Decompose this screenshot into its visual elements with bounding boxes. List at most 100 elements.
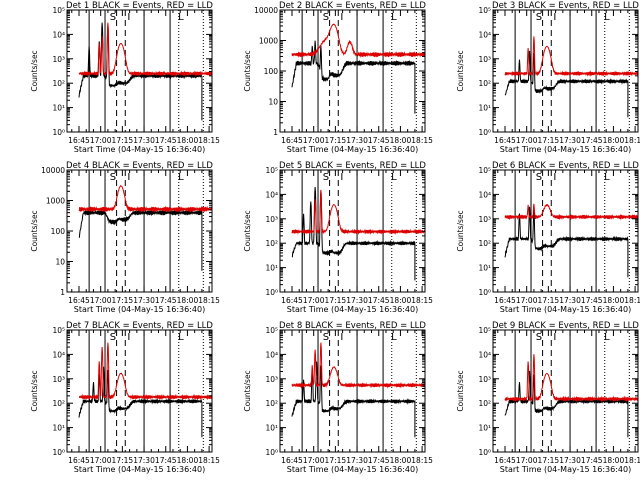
y-tick-label: 10³ [478, 375, 491, 384]
y-tick-label: 1000 [46, 197, 65, 206]
region-label: S [323, 332, 329, 343]
x-tick-label: 17:15 [325, 456, 347, 465]
region-label: L [604, 12, 610, 23]
x-tick-label: 18:00 [177, 456, 199, 465]
region-label: S [536, 332, 542, 343]
x-tick-label: 17:15 [112, 136, 134, 145]
plot-frame [66, 9, 213, 133]
y-tick-label: 10¹ [52, 104, 65, 113]
x-axis-label: Start Time (04-May-15 16:36:40) [500, 465, 631, 474]
y-tick-label: 10⁵ [265, 166, 278, 175]
events-series-line [78, 366, 203, 438]
region-label: S [536, 172, 542, 183]
y-tick-label: 10⁰ [478, 448, 491, 457]
x-tick-label: 17:30 [133, 296, 155, 305]
x-axis-label: Start Time (04-May-15 16:36:40) [74, 145, 205, 154]
x-tick-label: 17:30 [133, 136, 155, 145]
y-tick-label: 10⁴ [478, 30, 491, 39]
events-series-line [504, 370, 629, 438]
y-tick-label: 10¹ [478, 424, 491, 433]
y-tick-label: 10³ [478, 55, 491, 64]
x-tick-label: 18:00 [390, 456, 412, 465]
x-tick-label: 18:15 [411, 456, 433, 465]
x-tick-label: 17:45 [581, 456, 603, 465]
x-tick-label: 17:15 [538, 136, 560, 145]
x-tick-label: 18:15 [624, 136, 640, 145]
x-tick-label: 17:30 [559, 136, 581, 145]
events-series-line [291, 186, 416, 281]
x-tick-label: 17:00 [516, 296, 538, 305]
x-tick-label: 17:30 [346, 456, 368, 465]
region-label: I [553, 332, 556, 343]
panel-title: Det 2 BLACK = Events, RED = LLD [279, 1, 426, 11]
y-tick-label: 10⁰ [265, 448, 278, 457]
y-axis-label: Counts/sec [456, 210, 465, 251]
y-axis-label: Counts/sec [243, 210, 252, 251]
x-tick-label: 18:15 [198, 456, 220, 465]
x-tick-label: 17:15 [325, 136, 347, 145]
region-label: L [178, 172, 184, 183]
x-tick-label: 16:45 [68, 296, 90, 305]
x-tick-label: 18:15 [411, 136, 433, 145]
y-tick-label: 1 [60, 288, 65, 297]
x-tick-label: 18:00 [603, 136, 625, 145]
x-tick-label: 17:45 [368, 296, 390, 305]
events-series-line [504, 206, 629, 278]
plot-frame [492, 329, 639, 453]
x-tick-label: 18:00 [177, 136, 199, 145]
y-axis-label: Counts/sec [456, 370, 465, 411]
y-tick-label: 10¹ [52, 424, 65, 433]
y-axis-label: Counts/sec [30, 210, 39, 251]
lld-series-line [78, 184, 212, 213]
x-tick-label: 17:30 [346, 136, 368, 145]
y-tick-label: 10 [55, 258, 65, 267]
panel-title: Det 1 BLACK = Events, RED = LLD [66, 1, 213, 11]
lld-series-line [78, 22, 212, 78]
region-label: L [391, 172, 397, 183]
y-tick-label: 10³ [52, 55, 65, 64]
panel-title: Det 8 BLACK = Events, RED = LLD [279, 321, 426, 331]
y-tick-label: 10000 [254, 6, 278, 15]
region-label: I [340, 12, 343, 23]
x-tick-label: 17:00 [90, 456, 112, 465]
region-label: I [127, 12, 130, 23]
x-tick-label: 17:30 [559, 296, 581, 305]
x-tick-label: 16:45 [68, 136, 90, 145]
y-tick-label: 10² [265, 399, 278, 408]
x-tick-label: 17:00 [516, 456, 538, 465]
x-tick-label: 18:15 [624, 456, 640, 465]
x-tick-label: 17:15 [325, 296, 347, 305]
x-tick-label: 16:45 [281, 296, 303, 305]
x-tick-label: 17:15 [112, 456, 134, 465]
x-tick-label: 18:00 [603, 456, 625, 465]
y-tick-label: 10⁰ [52, 448, 65, 457]
y-axis-label: Counts/sec [30, 50, 39, 91]
x-tick-label: 17:00 [303, 296, 325, 305]
panel-title: Det 7 BLACK = Events, RED = LLD [66, 321, 213, 331]
lld-series-line [78, 342, 212, 401]
region-label: L [391, 12, 397, 23]
x-tick-label: 17:00 [303, 456, 325, 465]
region-label: I [340, 172, 343, 183]
x-tick-label: 18:00 [390, 296, 412, 305]
x-tick-label: 18:15 [198, 136, 220, 145]
x-tick-label: 17:45 [155, 136, 177, 145]
y-tick-label: 1000 [259, 37, 278, 46]
region-label: S [110, 12, 116, 23]
panel-title: Det 3 BLACK = Events, RED = LLD [492, 1, 639, 11]
y-tick-label: 10¹ [478, 264, 491, 273]
x-tick-label: 18:00 [603, 296, 625, 305]
region-label: L [604, 332, 610, 343]
y-tick-label: 10 [268, 98, 278, 107]
region-label: I [127, 332, 130, 343]
y-tick-label: 10⁰ [478, 128, 491, 137]
y-axis-label: Counts/sec [243, 370, 252, 411]
x-tick-label: 17:00 [303, 136, 325, 145]
x-tick-label: 18:00 [177, 296, 199, 305]
x-axis-label: Start Time (04-May-15 16:36:40) [287, 465, 418, 474]
region-label: L [178, 332, 184, 343]
